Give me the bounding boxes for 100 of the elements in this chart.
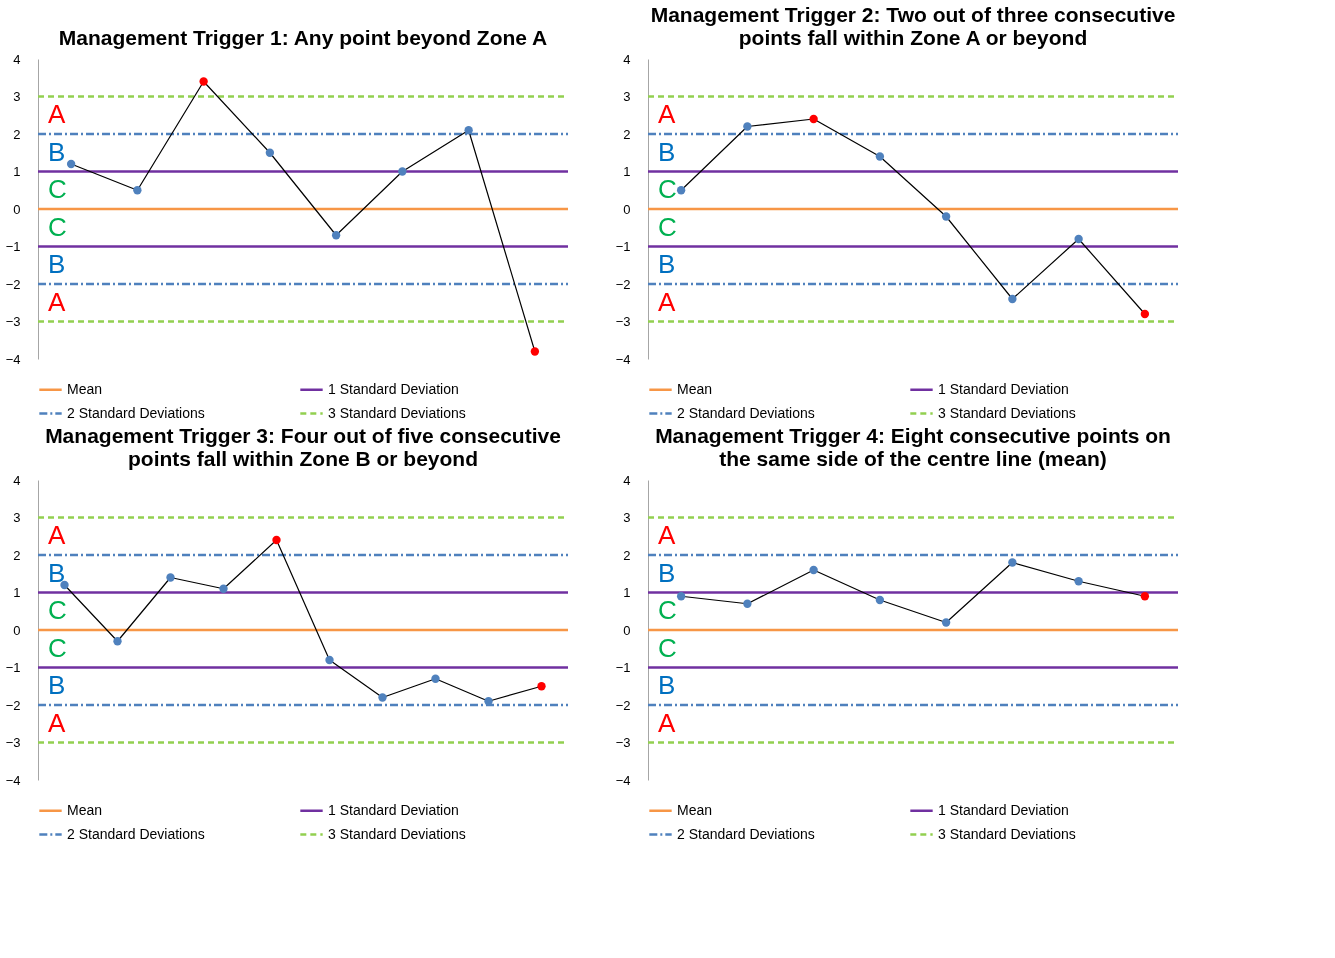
legend-label: 2 Standard Deviations (67, 404, 205, 421)
point (66, 159, 76, 169)
point (1008, 558, 1017, 567)
y-tick-label: −1 (615, 239, 631, 254)
y-tick-label: −1 (615, 660, 631, 675)
point (743, 599, 752, 608)
point (809, 114, 818, 124)
point (1074, 234, 1083, 244)
point (941, 618, 951, 627)
annotation: B (658, 136, 676, 167)
point (1140, 592, 1150, 601)
point (166, 573, 175, 582)
y-tick-label: 3 (13, 510, 21, 525)
annotation: A (48, 286, 66, 317)
y-tick-label: 3 (623, 89, 631, 104)
annotation: B (658, 249, 676, 280)
legend-label: 1 Standard Deviation (938, 801, 1069, 818)
point (325, 655, 334, 665)
point (875, 595, 885, 605)
point (431, 674, 440, 683)
y-tick-label: −4 (615, 772, 631, 788)
legend-label: 2 Standard Deviations (677, 404, 815, 421)
point (398, 167, 407, 176)
annotation: C (658, 174, 677, 205)
chart-title: Management Trigger 2: Two out of three consecutive points fall within Zone A or beyond (650, 3, 1176, 49)
point (676, 186, 686, 195)
chart-title: Management Trigger 1: Any point beyond Zone A (58, 26, 548, 49)
annotation: A (48, 520, 66, 551)
legend-label: Mean (677, 380, 713, 397)
y-tick-label: 1 (623, 585, 631, 600)
annotation: A (48, 99, 66, 130)
annotation: A (658, 286, 676, 317)
legend-label: 3 Standard Deviations (938, 825, 1076, 842)
legend-label: 3 Standard Deviations (328, 404, 466, 421)
point (1140, 309, 1150, 319)
annotation: A (658, 99, 676, 130)
point (464, 126, 473, 135)
y-tick-label: −2 (615, 276, 631, 292)
point (113, 637, 122, 646)
y-tick-label: −1 (5, 239, 21, 254)
annotation: B (48, 670, 66, 701)
legend-label: 3 Standard Deviations (938, 404, 1076, 421)
chart-title: Management Trigger 4: Eight consecutive points on the same side of the centre line (mean) (655, 424, 1171, 470)
y-tick-label: −4 (615, 351, 631, 367)
legend-label: Mean (67, 801, 103, 818)
y-tick-label: −2 (615, 697, 631, 713)
point (265, 148, 275, 157)
y-tick-label: −2 (5, 276, 21, 292)
annotation: A (658, 707, 676, 738)
y-tick-label: −3 (615, 735, 631, 750)
legend-label: 1 Standard Deviation (328, 801, 459, 818)
point (537, 682, 546, 691)
point (809, 565, 818, 575)
legend-label: Mean (67, 380, 103, 397)
y-tick-label: 3 (13, 89, 21, 104)
y-tick-label: 0 (13, 622, 21, 638)
y-tick-label: −3 (5, 735, 21, 750)
annotation: C (48, 211, 67, 242)
point (875, 152, 885, 161)
point (1074, 577, 1083, 586)
point (378, 693, 387, 702)
legend-label: 1 Standard Deviation (938, 380, 1069, 397)
point (60, 580, 69, 590)
chart-title: Management Trigger 3: Four out of five consecutive points fall within Zone B or beyond (45, 424, 561, 470)
point (1008, 294, 1017, 304)
y-tick-label: −2 (5, 697, 21, 713)
y-tick-label: 2 (623, 126, 631, 142)
annotation: B (48, 136, 66, 167)
annotation: B (48, 557, 66, 588)
point (530, 347, 540, 356)
annotation: B (658, 670, 676, 701)
y-tick-label: −3 (615, 314, 631, 329)
annotation: A (48, 707, 66, 738)
y-tick-label: −3 (5, 314, 21, 329)
y-tick-label: 0 (623, 622, 631, 638)
y-tick-label: 4 (13, 51, 21, 67)
y-tick-label: 3 (623, 510, 631, 525)
point (743, 122, 752, 131)
point (199, 77, 208, 86)
y-tick-label: 0 (13, 201, 21, 217)
y-tick-label: 0 (623, 201, 631, 217)
point (484, 697, 493, 706)
point (133, 186, 142, 195)
legend-label: 3 Standard Deviations (328, 825, 466, 842)
y-tick-label: 1 (623, 164, 631, 179)
point (331, 231, 341, 240)
y-tick-label: −4 (5, 351, 21, 367)
y-tick-label: 4 (623, 472, 631, 488)
annotation: C (48, 595, 67, 626)
y-tick-label: 4 (13, 472, 21, 488)
point (676, 592, 686, 601)
y-tick-label: 2 (623, 547, 631, 563)
y-tick-label: 2 (13, 547, 21, 563)
point (272, 535, 281, 545)
legend-label: Mean (677, 801, 713, 818)
y-tick-label: 1 (13, 164, 21, 179)
legend-label: 1 Standard Deviation (328, 380, 459, 397)
y-tick-label: 1 (13, 585, 21, 600)
y-tick-label: −1 (5, 660, 21, 675)
annotation: C (658, 632, 677, 663)
